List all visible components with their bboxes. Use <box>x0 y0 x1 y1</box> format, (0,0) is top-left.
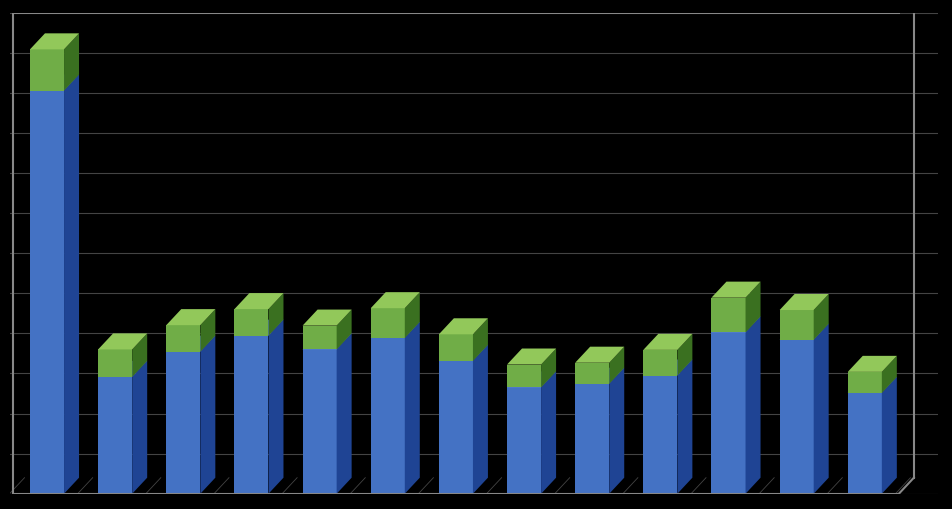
Polygon shape <box>370 322 420 338</box>
Polygon shape <box>268 320 284 494</box>
Polygon shape <box>814 324 828 494</box>
Polygon shape <box>439 345 488 361</box>
Polygon shape <box>234 336 268 494</box>
Polygon shape <box>337 333 351 494</box>
Polygon shape <box>609 347 625 384</box>
Polygon shape <box>541 349 556 387</box>
Polygon shape <box>678 334 692 376</box>
Polygon shape <box>711 332 745 494</box>
Polygon shape <box>337 309 351 350</box>
Polygon shape <box>644 359 692 376</box>
Polygon shape <box>678 359 692 494</box>
Polygon shape <box>644 350 678 376</box>
Polygon shape <box>30 49 64 91</box>
Polygon shape <box>64 75 79 494</box>
Polygon shape <box>507 349 556 364</box>
Polygon shape <box>780 310 814 340</box>
Polygon shape <box>98 333 148 350</box>
Polygon shape <box>507 364 541 387</box>
Polygon shape <box>303 350 337 494</box>
Polygon shape <box>575 347 625 363</box>
Polygon shape <box>98 377 132 494</box>
Polygon shape <box>882 356 897 393</box>
Polygon shape <box>234 309 268 336</box>
Polygon shape <box>303 309 351 326</box>
Polygon shape <box>167 309 215 325</box>
Polygon shape <box>609 368 625 494</box>
Polygon shape <box>507 387 541 494</box>
Polygon shape <box>745 281 761 332</box>
Polygon shape <box>64 34 79 91</box>
Polygon shape <box>711 281 761 298</box>
Polygon shape <box>848 393 882 494</box>
Polygon shape <box>644 376 678 494</box>
Polygon shape <box>167 325 200 352</box>
Polygon shape <box>644 334 692 350</box>
Polygon shape <box>234 320 284 336</box>
Polygon shape <box>575 368 625 384</box>
Polygon shape <box>98 350 132 377</box>
Polygon shape <box>745 317 761 494</box>
Polygon shape <box>439 361 473 494</box>
Polygon shape <box>780 324 828 340</box>
Polygon shape <box>711 298 745 332</box>
Polygon shape <box>370 308 405 338</box>
Polygon shape <box>473 345 488 494</box>
Polygon shape <box>848 372 882 393</box>
Polygon shape <box>848 356 897 372</box>
Polygon shape <box>473 318 488 361</box>
Polygon shape <box>268 293 284 336</box>
Polygon shape <box>439 334 473 361</box>
Polygon shape <box>167 352 200 494</box>
Polygon shape <box>30 34 79 49</box>
Polygon shape <box>132 361 148 494</box>
Polygon shape <box>541 372 556 494</box>
Polygon shape <box>30 91 64 494</box>
Polygon shape <box>30 75 79 91</box>
Polygon shape <box>780 340 814 494</box>
Polygon shape <box>575 363 609 384</box>
Polygon shape <box>234 293 284 309</box>
Polygon shape <box>303 333 351 350</box>
Polygon shape <box>439 318 488 334</box>
Polygon shape <box>882 377 897 494</box>
Polygon shape <box>711 317 761 332</box>
Polygon shape <box>200 336 215 494</box>
Polygon shape <box>370 292 420 308</box>
Polygon shape <box>575 384 609 494</box>
Polygon shape <box>167 336 215 352</box>
Polygon shape <box>98 361 148 377</box>
Polygon shape <box>848 377 897 393</box>
Polygon shape <box>507 372 556 387</box>
Polygon shape <box>132 333 148 377</box>
Polygon shape <box>405 292 420 338</box>
Polygon shape <box>780 294 828 310</box>
Polygon shape <box>303 326 337 350</box>
Polygon shape <box>200 309 215 352</box>
Polygon shape <box>814 294 828 340</box>
Polygon shape <box>370 338 405 494</box>
Polygon shape <box>405 322 420 494</box>
